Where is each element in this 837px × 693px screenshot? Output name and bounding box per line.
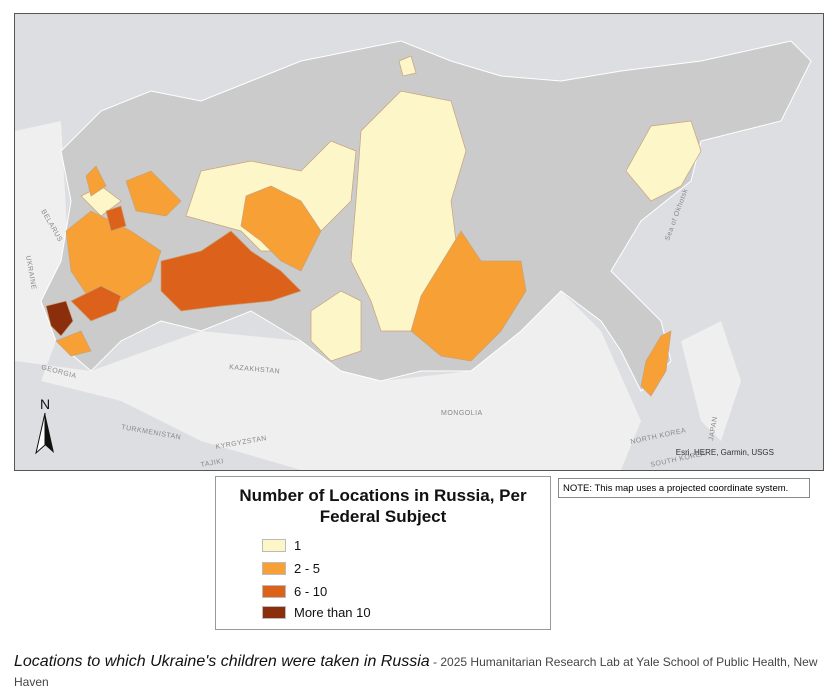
caption-title: Locations to which Ukraine's children we… xyxy=(14,653,430,670)
legend-label: 1 xyxy=(294,538,302,553)
legend-item: 6 - 10 xyxy=(262,584,327,599)
region xyxy=(398,55,417,77)
land xyxy=(681,321,741,441)
region xyxy=(410,230,527,362)
region xyxy=(70,285,122,322)
region xyxy=(160,230,302,312)
legend-item: 2 - 5 xyxy=(262,561,320,576)
map-label: KAZAKHSTAN xyxy=(229,364,281,375)
region xyxy=(240,185,322,272)
caption: Locations to which Ukraine's children we… xyxy=(14,652,824,692)
north-label: N xyxy=(40,396,50,412)
map-label: MONGOLIA xyxy=(441,410,483,417)
legend-item: More than 10 xyxy=(262,605,371,620)
attribution: Esri, HERE, Garmin, USGS xyxy=(676,448,774,457)
map: BELARUS UKRAINE GEORGIA KAZAKHSTAN MONGO… xyxy=(14,13,824,471)
land xyxy=(15,121,641,470)
legend-label: 6 - 10 xyxy=(294,584,328,599)
legend-title: Number of Locations in Russia, Per Feder… xyxy=(239,486,527,526)
region xyxy=(625,120,702,202)
region xyxy=(125,170,182,217)
north-arrow xyxy=(45,413,54,453)
north-arrow xyxy=(35,412,46,455)
region xyxy=(55,330,92,357)
region xyxy=(45,300,74,337)
legend-swatch xyxy=(262,562,286,575)
map-label: JAPAN xyxy=(708,416,719,441)
region xyxy=(105,205,127,232)
legend-swatch xyxy=(262,606,286,619)
legend-label: 2 - 5 xyxy=(294,561,321,576)
region xyxy=(65,210,162,302)
legend: Number of Locations in Russia, Per Feder… xyxy=(215,476,551,630)
region xyxy=(85,165,107,197)
region xyxy=(640,330,672,397)
region xyxy=(310,290,362,362)
legend-swatch xyxy=(262,539,286,552)
legend-swatch xyxy=(262,585,286,598)
legend-item: 1 xyxy=(262,538,301,553)
legend-label: More than 10 xyxy=(294,605,371,620)
note: NOTE: This map uses a projected coordina… xyxy=(558,478,810,498)
map-label: TAJIKI xyxy=(200,458,224,469)
caption-source: - 2025 Humanitarian Research Lab at Yale… xyxy=(14,655,818,689)
